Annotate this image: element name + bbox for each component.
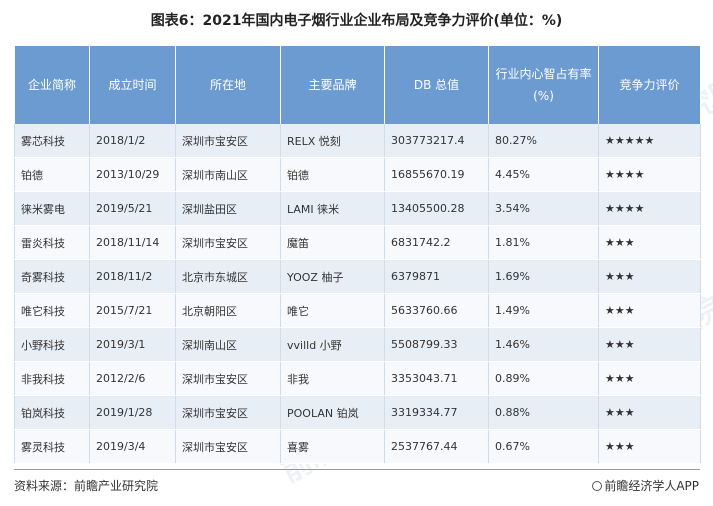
table-row: 非我科技 2012/2/6 深圳市宝安区 非我 3353043.71 0.89%…: [14, 361, 701, 396]
table-row: 雾芯科技 2018/1/2 深圳市宝安区 RELX 悦刻 303773217.4…: [14, 124, 701, 158]
cell-share: 1.46%: [488, 327, 599, 362]
cell-location: 北京朝阳区: [175, 293, 281, 328]
chart-title: 图表6：2021年国内电子烟行业企业布局及竞争力评价(单位：%): [150, 13, 563, 29]
col-header-db-value: DB 总值: [384, 46, 489, 124]
cell-rating: ★★★: [598, 293, 701, 328]
cell-founded: 2013/10/29: [89, 157, 176, 192]
cell-rating: ★★★: [598, 259, 701, 294]
col-header-company: 企业简称: [14, 46, 90, 124]
cell-brand: 铂德: [280, 157, 385, 192]
cell-rating: ★★★★: [598, 191, 701, 226]
col-header-rating: 竞争力评价: [598, 46, 701, 124]
col-header-founded: 成立时间: [89, 46, 176, 124]
source-note: 资料来源：前瞻产业研究院: [14, 479, 159, 493]
cell-company: 雾灵科技: [14, 429, 90, 464]
cell-brand: LAMI 徕米: [280, 191, 385, 226]
cell-location: 深圳市宝安区: [175, 124, 281, 158]
cell-founded: 2018/11/14: [89, 225, 176, 260]
cell-location: 深圳市南山区: [175, 157, 281, 192]
table-row: 小野科技 2019/3/1 深圳南山区 vvilld 小野 5508799.33…: [14, 327, 701, 362]
cell-share: 1.49%: [488, 293, 599, 328]
cell-location: 深圳市宝安区: [175, 429, 281, 464]
cell-db-value: 5633760.66: [384, 293, 489, 328]
cell-company: 徕米雾电: [14, 191, 90, 226]
table-row: 徕米雾电 2019/5/21 深圳盐田区 LAMI 徕米 13405500.28…: [14, 191, 701, 226]
cell-company: 奇雾科技: [14, 259, 90, 294]
cell-location: 深圳市宝安区: [175, 361, 281, 396]
cell-brand: POOLAN 铂岚: [280, 395, 385, 430]
cell-brand: 魔笛: [280, 225, 385, 260]
cell-share: 4.45%: [488, 157, 599, 192]
col-header-brand: 主要品牌: [280, 46, 385, 124]
cell-founded: 2018/11/2: [89, 259, 176, 294]
cell-rating: ★★★: [598, 225, 701, 260]
cell-rating: ★★★: [598, 429, 701, 464]
cell-location: 深圳盐田区: [175, 191, 281, 226]
cell-db-value: 13405500.28: [384, 191, 489, 226]
cell-db-value: 2537767.44: [384, 429, 489, 464]
brand-label: 前瞻经济学人APP: [604, 479, 699, 493]
cell-share: 1.81%: [488, 225, 599, 260]
cell-company: 非我科技: [14, 361, 90, 396]
cell-rating: ★★★★: [598, 157, 701, 192]
cell-rating: ★★★: [598, 361, 701, 396]
brand-credit: 前瞻经济学人APP: [592, 477, 699, 494]
cell-share: 0.88%: [488, 395, 599, 430]
table-row: 唯它科技 2015/7/21 北京朝阳区 唯它 5633760.66 1.49%…: [14, 293, 701, 328]
cell-company: 铂岚科技: [14, 395, 90, 430]
cell-share: 80.27%: [488, 124, 599, 158]
cell-location: 北京市东城区: [175, 259, 281, 294]
cell-founded: 2015/7/21: [89, 293, 176, 328]
cell-founded: 2019/5/21: [89, 191, 176, 226]
col-header-location: 所在地: [175, 46, 281, 124]
cell-rating: ★★★★★: [598, 124, 701, 158]
cell-rating: ★★★: [598, 395, 701, 430]
cell-company: 雾芯科技: [14, 124, 90, 158]
cell-db-value: 3353043.71: [384, 361, 489, 396]
cell-brand: vvilld 小野: [280, 327, 385, 362]
cell-founded: 2018/1/2: [89, 124, 176, 158]
cell-company: 唯它科技: [14, 293, 90, 328]
cell-location: 深圳南山区: [175, 327, 281, 362]
footer-divider: [14, 469, 700, 470]
table-row: 雷炎科技 2018/11/14 深圳市宝安区 魔笛 6831742.2 1.81…: [14, 225, 701, 260]
cell-company: 铂德: [14, 157, 90, 192]
table-row: 铂德 2013/10/29 深圳市南山区 铂德 16855670.19 4.45…: [14, 157, 701, 192]
cell-brand: 非我: [280, 361, 385, 396]
table-row: 雾灵科技 2019/3/4 深圳市宝安区 喜雾 2537767.44 0.67%…: [14, 429, 701, 464]
cell-location: 深圳市宝安区: [175, 225, 281, 260]
col-header-share: 行业内心智占有率(%): [488, 46, 599, 124]
cell-db-value: 303773217.4: [384, 124, 489, 158]
cell-rating: ★★★: [598, 327, 701, 362]
cell-brand: 唯它: [280, 293, 385, 328]
cell-founded: 2019/3/1: [89, 327, 176, 362]
cell-brand: YOOZ 柚子: [280, 259, 385, 294]
cell-company: 小野科技: [14, 327, 90, 362]
cell-share: 1.69%: [488, 259, 599, 294]
cell-db-value: 6831742.2: [384, 225, 489, 260]
table-row: 奇雾科技 2018/11/2 北京市东城区 YOOZ 柚子 6379871 1.…: [14, 259, 701, 294]
cell-founded: 2012/2/6: [89, 361, 176, 396]
table-row: 铂岚科技 2019/1/28 深圳市宝安区 POOLAN 铂岚 3319334.…: [14, 395, 701, 430]
brand-logo-icon: [592, 481, 603, 491]
company-table: 企业简称 成立时间 所在地 主要品牌 DB 总值 行业内心智占有率(%) 竞争力…: [14, 46, 701, 464]
cell-company: 雷炎科技: [14, 225, 90, 260]
cell-share: 0.67%: [488, 429, 599, 464]
cell-share: 0.89%: [488, 361, 599, 396]
cell-db-value: 16855670.19: [384, 157, 489, 192]
cell-share: 3.54%: [488, 191, 599, 226]
header-row: 企业简称 成立时间 所在地 主要品牌 DB 总值 行业内心智占有率(%) 竞争力…: [14, 46, 701, 124]
cell-founded: 2019/1/28: [89, 395, 176, 430]
cell-db-value: 3319334.77: [384, 395, 489, 430]
cell-founded: 2019/3/4: [89, 429, 176, 464]
cell-brand: 喜雾: [280, 429, 385, 464]
cell-db-value: 6379871: [384, 259, 489, 294]
cell-location: 深圳市宝安区: [175, 395, 281, 430]
cell-db-value: 5508799.33: [384, 327, 489, 362]
cell-brand: RELX 悦刻: [280, 124, 385, 158]
